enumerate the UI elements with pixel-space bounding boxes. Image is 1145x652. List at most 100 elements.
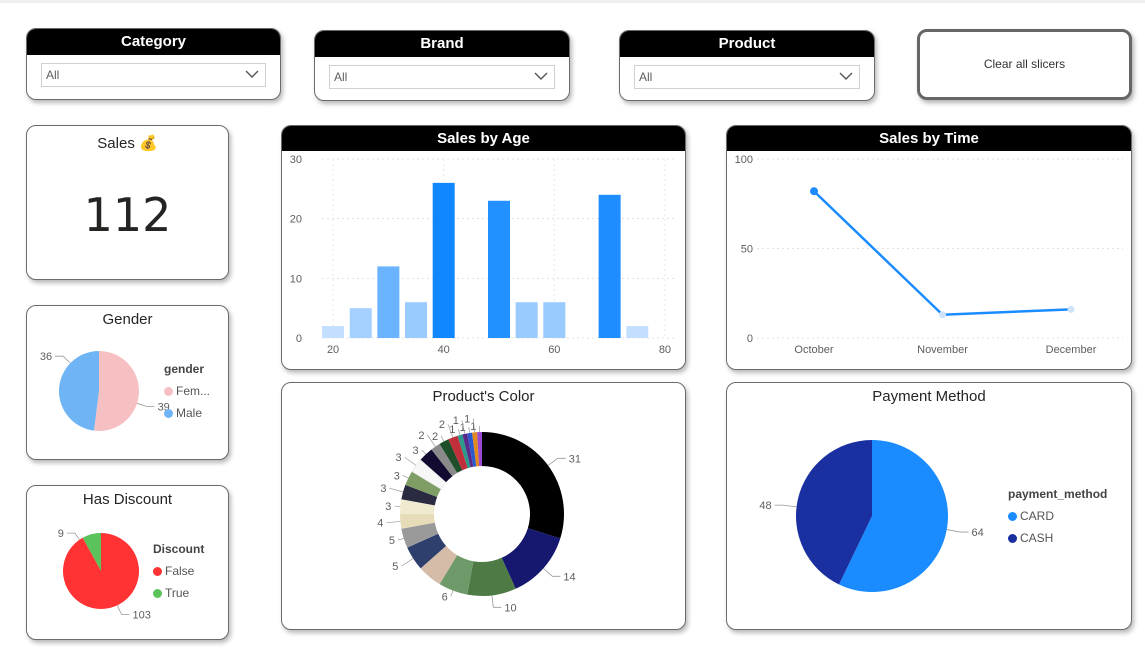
legend-item-false[interactable]: False — [153, 564, 204, 578]
pie-slice-green — [467, 557, 516, 596]
pie-slice-purple — [462, 433, 474, 468]
legend-item-true[interactable]: True — [153, 586, 204, 600]
x-tick-label: November — [917, 344, 968, 356]
brand-dropdown-value: All — [334, 70, 348, 84]
sales-time-line — [813, 190, 1072, 317]
chevron-down-icon — [534, 72, 548, 80]
legend-item-female[interactable]: Fem... — [164, 384, 210, 398]
sales-kpi-title: Sales — [97, 135, 135, 152]
legend-item-card[interactable]: CARD — [1008, 509, 1107, 523]
legend-dot — [164, 408, 173, 418]
brand-dropdown[interactable]: All — [329, 65, 555, 89]
legend-label-female: Fem... — [176, 384, 211, 398]
donut-label-14-leader — [543, 568, 561, 577]
pie-slice-gray — [401, 522, 439, 548]
bar-age-20 — [322, 326, 345, 338]
clear-all-slicers-button[interactable]: Clear all slicers — [917, 29, 1132, 100]
gender-legend: gender Fem... Male — [164, 362, 210, 420]
pie-slice-card — [839, 440, 948, 592]
sales-by-age-chart: 0 10 20 30 20 40 60 80 — [290, 154, 676, 356]
top-border — [0, 0, 1145, 3]
legend-label-male: Male — [176, 406, 203, 420]
y-tick-label: 50 — [741, 244, 753, 256]
bar-age-70 — [598, 194, 621, 338]
y-tick-label: 100 — [735, 154, 753, 166]
pie-slice-slate — [407, 533, 447, 569]
legend-item-male[interactable]: Male — [164, 406, 210, 420]
donut-label: 3 — [394, 470, 400, 482]
donut-label: 5 — [392, 561, 398, 573]
category-dropdown[interactable]: All — [41, 63, 266, 87]
legend-label-true: True — [165, 586, 190, 600]
bar-age-25 — [349, 308, 372, 338]
x-tick-label: December — [1046, 344, 1097, 356]
discount-title: Has Discount — [82, 491, 173, 508]
pie-slice-black — [482, 432, 564, 539]
donut-leader — [386, 521, 401, 524]
donut-leader — [447, 424, 454, 438]
bar-age-55 — [515, 302, 538, 338]
discount-legend: Discount False True — [153, 542, 204, 600]
donut-leader — [421, 449, 427, 455]
donut-label: 2 — [432, 431, 438, 443]
pie-slice-ivory — [400, 499, 435, 514]
y-tick-label: 0 — [296, 333, 302, 345]
donut-label: 1 — [449, 424, 455, 436]
bar-age-75 — [626, 326, 649, 338]
donut-label: 2 — [439, 419, 445, 431]
bar-age-60 — [543, 302, 566, 338]
gender-card: Gender 39 36 gender Fem... Male — [26, 305, 229, 460]
donut-label: 3 — [380, 483, 386, 495]
payment-method-title: Payment Method — [872, 388, 986, 405]
discount-true-label-leader — [66, 532, 80, 540]
pie-slice-violet — [477, 432, 482, 467]
payment-legend-title: payment_method — [1008, 487, 1108, 501]
donut-leader — [461, 420, 466, 434]
product-slicer: Product All — [619, 30, 875, 101]
point-october — [810, 187, 818, 196]
payment-cash-label: 48 — [759, 500, 771, 512]
payment-card-label: 64 — [972, 527, 984, 539]
legend-dot — [1008, 533, 1017, 543]
x-tick-label: 40 — [438, 344, 450, 356]
donut-label: 3 — [413, 445, 419, 457]
donut-leader — [389, 487, 404, 493]
discount-false-label-leader — [116, 605, 130, 615]
sales-kpi-card: Sales 💰 112 — [26, 125, 229, 280]
pie-slice-navy — [501, 528, 561, 589]
donut-label: 1 — [464, 413, 470, 425]
sales-by-time-chart: 0 50 100 October November December — [735, 154, 1123, 356]
payment-cash-label-leader — [774, 504, 797, 508]
legend-item-cash[interactable]: CASH — [1008, 531, 1107, 545]
bar-age-50 — [488, 200, 510, 338]
product-dropdown-value: All — [639, 70, 653, 84]
legend-label-false: False — [165, 564, 195, 578]
pie-slice-blue — [467, 432, 477, 467]
pie-slice-red — [448, 435, 468, 471]
legend-dot — [153, 588, 162, 598]
donut-leader — [450, 590, 454, 597]
product-color-title: Product's Color — [432, 388, 535, 405]
donut-leader — [468, 426, 471, 433]
bar-age-35 — [405, 302, 428, 338]
x-tick-label: 20 — [327, 344, 339, 356]
point-december — [1067, 305, 1075, 313]
sales-by-age-card: Sales by Age 0 10 20 30 20 40 60 80 — [281, 125, 686, 370]
category-dropdown-value: All — [46, 68, 60, 82]
donut-leader — [458, 429, 461, 436]
sales-by-age-title: Sales by Age — [282, 126, 685, 151]
gender-female-label-leader — [136, 402, 155, 407]
donut-label-14: 14 — [563, 571, 575, 583]
pie-slice-beige — [420, 545, 458, 585]
gender-legend-title: gender — [164, 362, 205, 376]
product-dropdown[interactable]: All — [634, 65, 860, 89]
y-tick-label: 0 — [747, 333, 753, 345]
brand-slicer: Brand All — [314, 30, 570, 101]
chevron-down-icon — [839, 72, 853, 80]
sales-kpi-title-row: Sales 💰 — [27, 134, 228, 152]
x-tick-label: 60 — [548, 344, 560, 356]
donut-label: 1 — [460, 422, 466, 434]
pie-slice-cream — [400, 514, 435, 529]
legend-label-card: CARD — [1020, 509, 1055, 523]
pie-slice-charcoal — [401, 484, 438, 506]
